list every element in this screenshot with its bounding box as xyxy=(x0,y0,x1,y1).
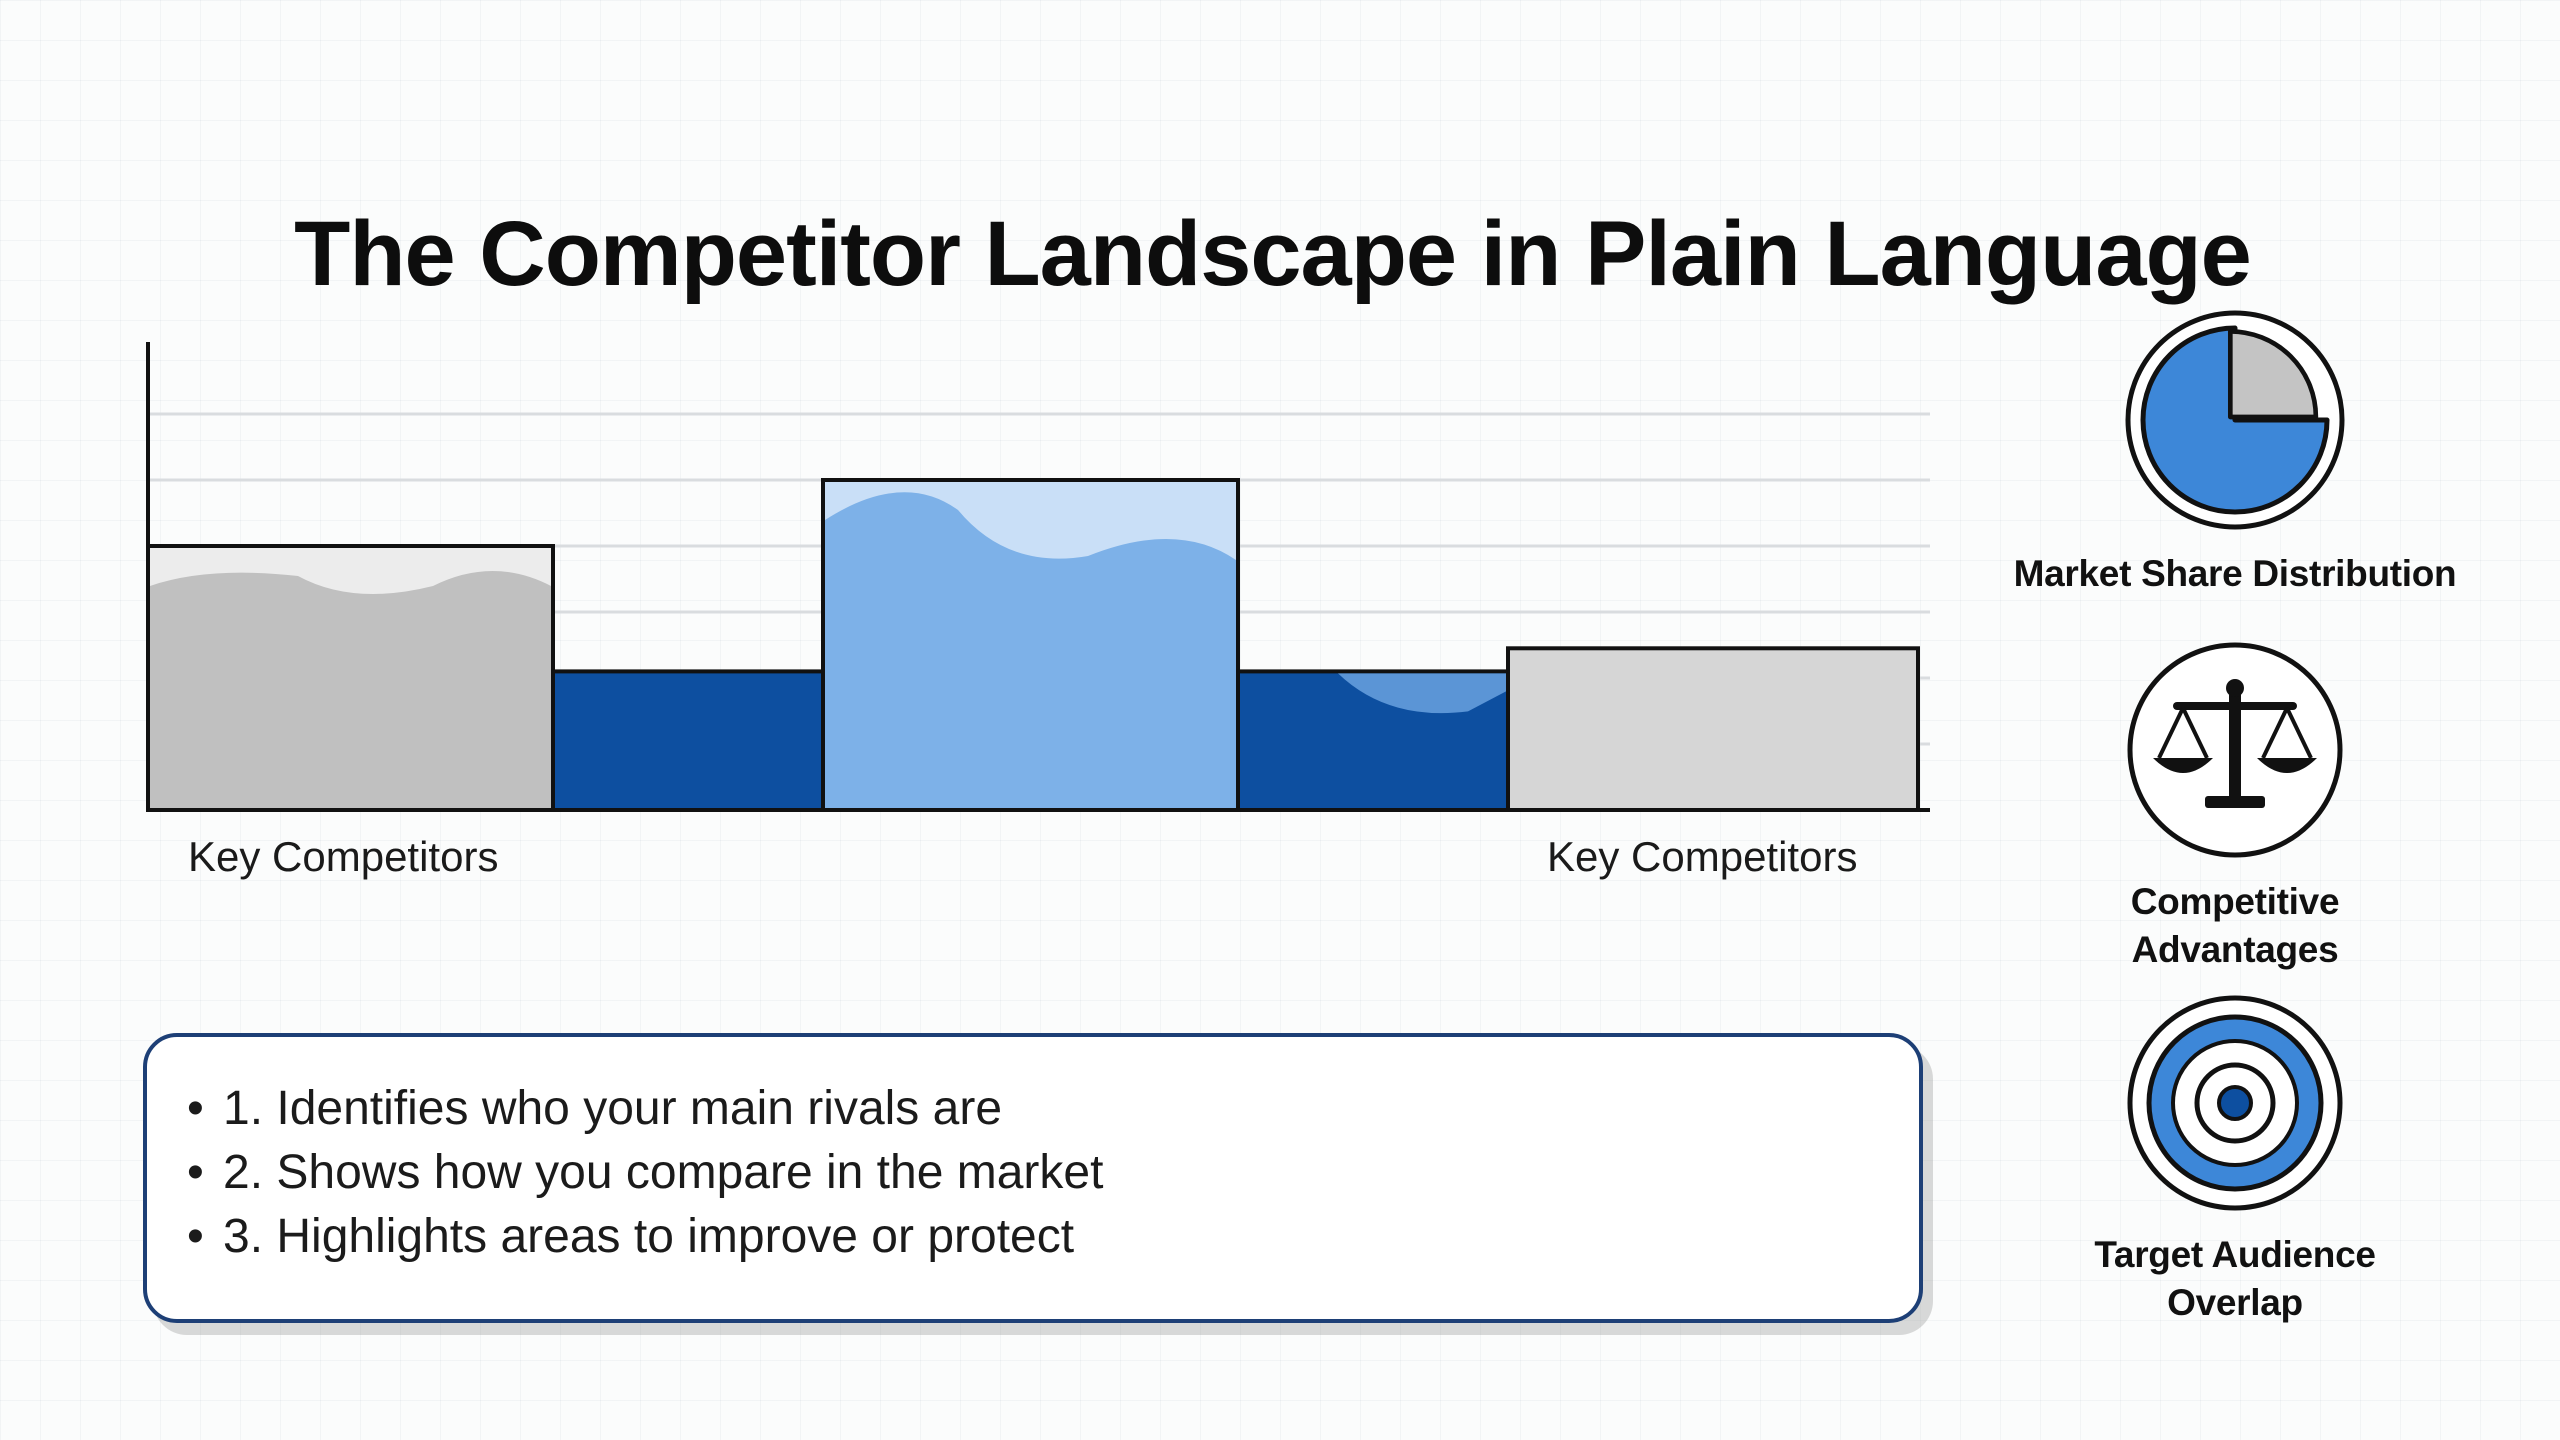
bullet: • xyxy=(187,1146,204,1199)
chart-label-right: Key Competitors xyxy=(1547,833,1858,880)
summary-item: • 1. Identifies who your main rivals are xyxy=(187,1077,1919,1141)
feature-label-line-1: Target Audience xyxy=(2094,1234,2376,1275)
chart-label-left: Key Competitors xyxy=(188,833,499,880)
feature-label-line-2: Advantages xyxy=(2131,929,2339,970)
pie-chart-icon xyxy=(2125,310,2345,530)
feature-label-line-1: Competitive xyxy=(2130,881,2340,922)
summary-item-text: 2. Shows how you compare in the market xyxy=(223,1146,1104,1199)
summary-item-text: 1. Identifies who your main rivals are xyxy=(223,1082,1003,1135)
summary-item-text: 3. Highlights areas to improve or protec… xyxy=(223,1210,1075,1263)
summary-item: • 3. Highlights areas to improve or prote… xyxy=(187,1205,1919,1269)
page-title: The Competitor Landscape in Plain Langua… xyxy=(294,202,2252,305)
feature-market-share: Market Share Distribution xyxy=(1995,308,2475,598)
feature-competitive-advantages: Competitive Advantages xyxy=(1995,640,2475,974)
feature-label-line-2: Overlap xyxy=(2167,1282,2303,1323)
competitor-bar-chart xyxy=(140,330,1940,830)
bar-highlight xyxy=(825,482,1236,560)
chart-bar-segment xyxy=(551,669,825,812)
bullet: • xyxy=(187,1210,204,1263)
summary-box: • 1. Identifies who your main rivals are … xyxy=(143,1033,1923,1323)
summary-list: • 1. Identifies who your main rivals are … xyxy=(147,1037,1919,1269)
feature-target-audience: Target Audience Overlap xyxy=(1995,993,2475,1327)
target-icon xyxy=(2127,995,2343,1211)
chart-canvas xyxy=(146,342,1930,812)
bar-highlight xyxy=(150,548,551,594)
bar-highlight xyxy=(1338,673,1506,714)
feature-label: Market Share Distribution xyxy=(2013,553,2457,594)
balance-scale-icon xyxy=(2127,642,2343,858)
chart-bar-segment xyxy=(1506,646,1920,812)
summary-item: • 2. Shows how you compare in the market xyxy=(187,1141,1919,1205)
bullet: • xyxy=(187,1082,204,1135)
